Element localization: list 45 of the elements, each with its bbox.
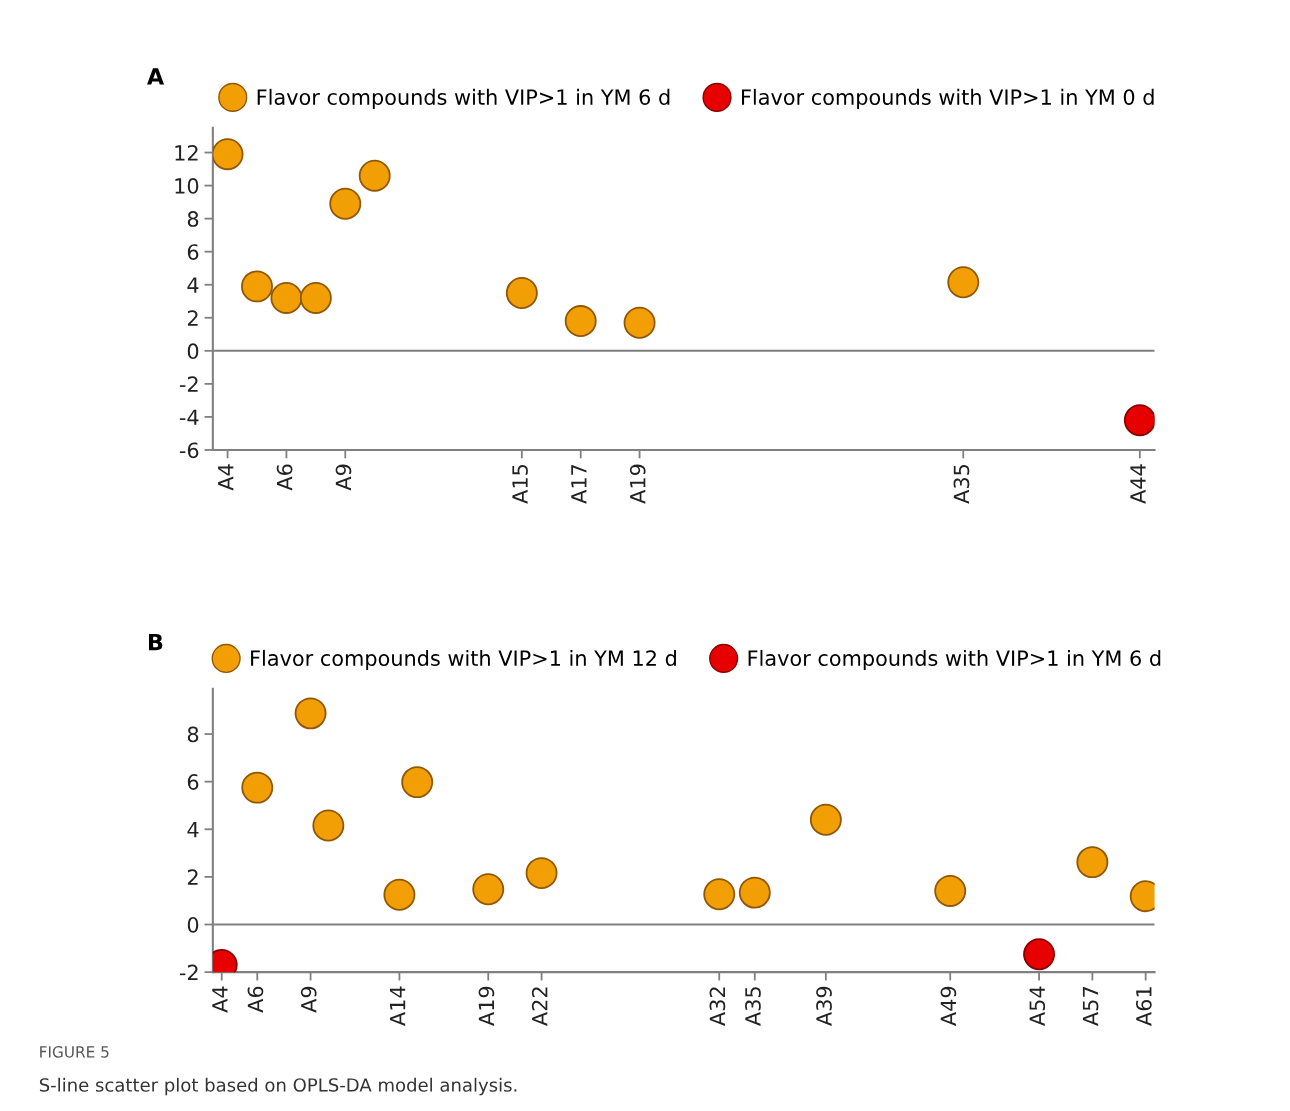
x-tick-label: A49 [940, 986, 957, 1026]
x-tick-label: A6 [276, 464, 293, 491]
legend-label: Flavor compounds with VIP>1 in YM 6 d [257, 88, 670, 110]
y-tick-label: 12 [175, 145, 198, 161]
x-tick-label: A15 [512, 464, 528, 504]
y-tick-label: 4 [187, 822, 199, 838]
chart-title: A [147, 68, 165, 85]
y-tick-label: 6 [187, 244, 199, 260]
x-tick-label: A9 [300, 986, 317, 1013]
y-tick-label: -2 [179, 376, 198, 392]
x-tick-label: A32 [709, 987, 726, 1026]
legend-label: Flavor compounds with VIP>1 in YM 6 d [748, 649, 1161, 671]
legend-label: Flavor compounds with VIP>1 in YM 0 d [741, 88, 1154, 110]
y-tick-label: 2 [187, 310, 198, 326]
y-tick-label: 0 [187, 916, 199, 933]
legend-label: Flavor compounds with VIP>1 in YM 12 d [251, 649, 676, 671]
text: S-line scatter plot based on OPLS-DA model analysis. [39, 1077, 517, 1096]
x-tick-label: A6 [247, 986, 264, 1013]
x-tick-label: A4 [218, 464, 234, 491]
x-tick-label: A61 [1135, 987, 1152, 1026]
x-tick-label: A22 [531, 987, 548, 1026]
x-tick-label: A4 [212, 986, 228, 1013]
x-tick-label: A14 [389, 986, 406, 1026]
x-tick-label: A17 [571, 464, 587, 504]
x-tick-label: A35 [953, 464, 970, 504]
chart-title: B [148, 634, 163, 651]
y-tick-label: 2 [187, 869, 198, 885]
y-tick-label: -4 [179, 409, 199, 425]
x-tick-label: A19 [478, 986, 495, 1026]
x-tick-label: A35 [745, 987, 761, 1026]
y-tick-label: 8 [187, 211, 199, 227]
y-tick-label: 4 [187, 277, 199, 293]
caption: FIGURE 5 [40, 1046, 109, 1058]
y-tick-label: -6 [179, 442, 199, 459]
x-tick-label: A9 [335, 464, 352, 491]
x-tick-label: A19 [629, 464, 646, 504]
y-tick-label: 10 [175, 178, 199, 194]
y-tick-label: 6 [187, 774, 199, 790]
x-tick-label: A39 [816, 986, 832, 1026]
y-tick-label: 8 [187, 726, 199, 743]
x-tick-label: A44 [1130, 464, 1146, 504]
x-tick-label: A54 [1029, 986, 1046, 1026]
y-tick-label: 0 [187, 343, 199, 360]
y-tick-label: -2 [179, 964, 198, 981]
x-tick-label: A57 [1082, 987, 1099, 1026]
